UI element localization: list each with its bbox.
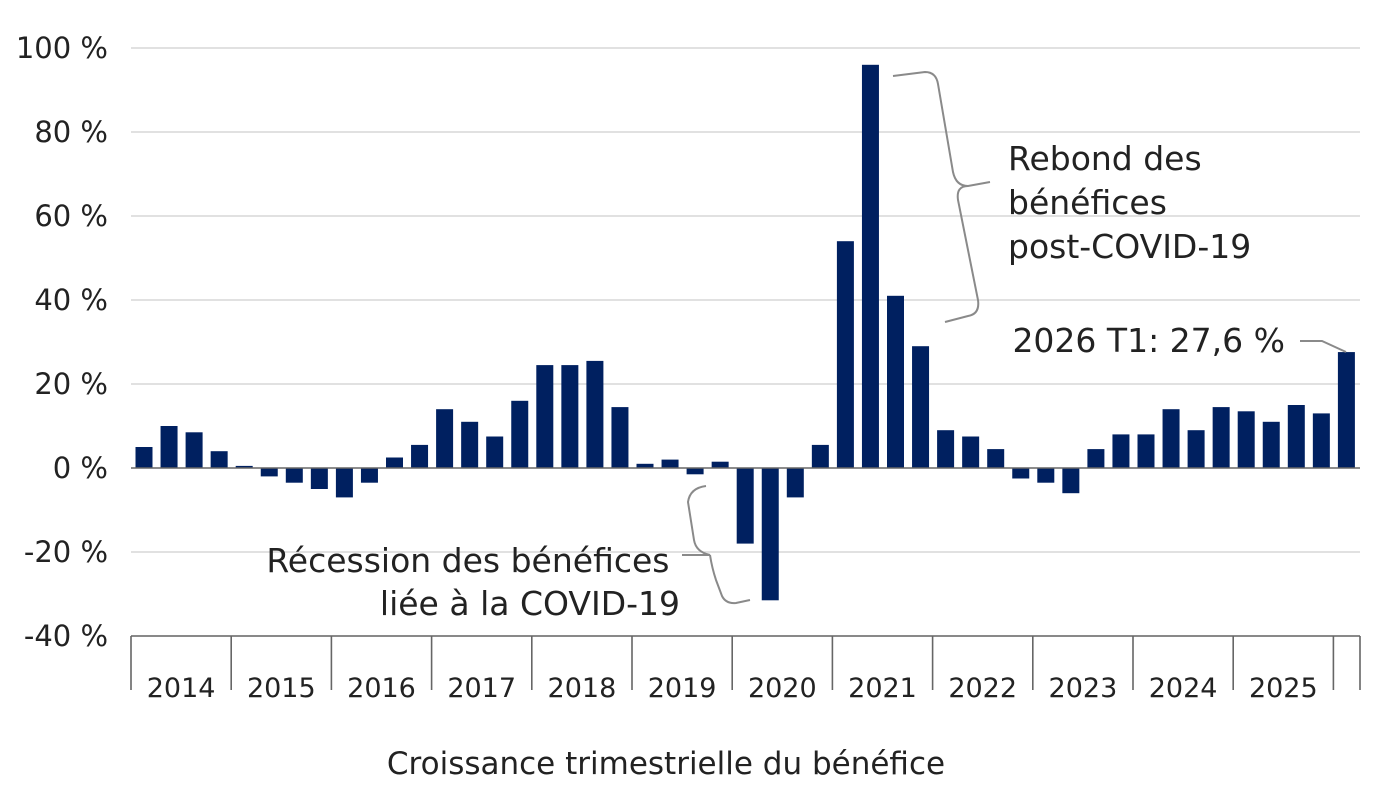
bar: [135, 447, 153, 468]
bar: [861, 64, 879, 469]
year-label: 2024: [1149, 673, 1218, 704]
bar: [912, 346, 930, 468]
bar: [836, 241, 854, 468]
bar: [586, 360, 604, 468]
recession-line-2: liée à la COVID-19: [380, 584, 680, 623]
x-axis-title: Croissance trimestrielle du bénéfice: [387, 746, 945, 782]
recession-brace: [682, 485, 751, 605]
bar: [486, 436, 504, 468]
recession-annotation: Récession des bénéfices liée à la COVID-…: [266, 541, 680, 623]
bar: [1262, 421, 1280, 468]
x-axis: 2014 2015 2016 2017 2018 2019 2020 2021 2022 2023…: [130, 467, 1361, 704]
y-tick-label: 20 %: [34, 367, 108, 401]
bar: [1212, 407, 1230, 468]
bar: [185, 432, 203, 468]
bar: [636, 463, 654, 468]
bar: [285, 468, 303, 483]
bar: [786, 468, 804, 498]
bar: [1312, 413, 1330, 468]
bar: [1162, 409, 1180, 468]
bar: [360, 468, 378, 483]
bar: [761, 468, 779, 601]
bar: [235, 465, 253, 468]
rebound-brace: [892, 70, 991, 323]
bar: [1062, 468, 1080, 494]
bar: [536, 365, 554, 468]
bar: [1037, 468, 1055, 483]
bars: [135, 64, 1355, 601]
bar: [937, 430, 955, 468]
last-value-annotation: 2026 T1: 27,6 %: [1012, 321, 1285, 360]
bar: [1287, 405, 1305, 468]
bar: [1112, 434, 1130, 468]
bar: [887, 295, 904, 468]
y-tick-label: 80 %: [34, 115, 108, 149]
bar: [160, 426, 178, 468]
bar: [686, 468, 704, 475]
y-tick-label: -40 %: [24, 619, 108, 653]
recession-line-1: Récession des bénéfices: [266, 541, 669, 580]
year-label: 2014: [147, 673, 216, 704]
y-tick-labels: 100 % 80 % 60 % 40 % 20 % 0 % -20 % -40 %: [16, 31, 108, 653]
bar: [1237, 411, 1255, 468]
bar: [736, 468, 754, 544]
year-label: 2021: [848, 673, 917, 704]
bar: [711, 461, 729, 468]
year-label: 2022: [948, 673, 1017, 704]
bar: [1137, 434, 1155, 468]
y-tick-label: 100 %: [16, 31, 108, 65]
bar: [461, 421, 479, 468]
bar: [411, 444, 429, 468]
y-tick-label: 0 %: [53, 451, 108, 485]
rebound-line-2: bénéfices: [1008, 183, 1167, 222]
bar: [210, 451, 228, 468]
bar: [611, 407, 629, 468]
bar: [1337, 352, 1355, 468]
last-value-leader: [1300, 340, 1347, 353]
year-label: 2015: [247, 673, 316, 704]
bar: [1187, 430, 1205, 468]
bar: [386, 457, 403, 468]
bar: [511, 400, 529, 468]
bar: [335, 468, 353, 498]
bar: [1087, 449, 1105, 468]
rebound-line-3: post-COVID-19: [1008, 227, 1251, 266]
y-tick-label: 60 %: [34, 199, 108, 233]
bar: [962, 436, 980, 468]
bar: [811, 444, 829, 468]
year-label: 2025: [1249, 673, 1318, 704]
bar: [436, 409, 454, 468]
year-label: 2017: [447, 673, 516, 704]
bar: [260, 468, 278, 477]
bar: [310, 468, 328, 489]
bar: [987, 449, 1005, 468]
year-label: 2019: [648, 673, 717, 704]
bar: [561, 365, 579, 468]
rebound-annotation: Rebond des bénéfices post-COVID-19: [1008, 139, 1251, 266]
year-label: 2016: [347, 673, 416, 704]
year-label: 2023: [1049, 673, 1118, 704]
rebound-line-1: Rebond des: [1008, 139, 1202, 178]
year-label: 2020: [748, 673, 817, 704]
year-label: 2018: [548, 673, 617, 704]
bar: [661, 459, 679, 468]
y-tick-label: -20 %: [24, 535, 108, 569]
y-tick-label: 40 %: [34, 283, 108, 317]
bar: [1012, 468, 1030, 479]
